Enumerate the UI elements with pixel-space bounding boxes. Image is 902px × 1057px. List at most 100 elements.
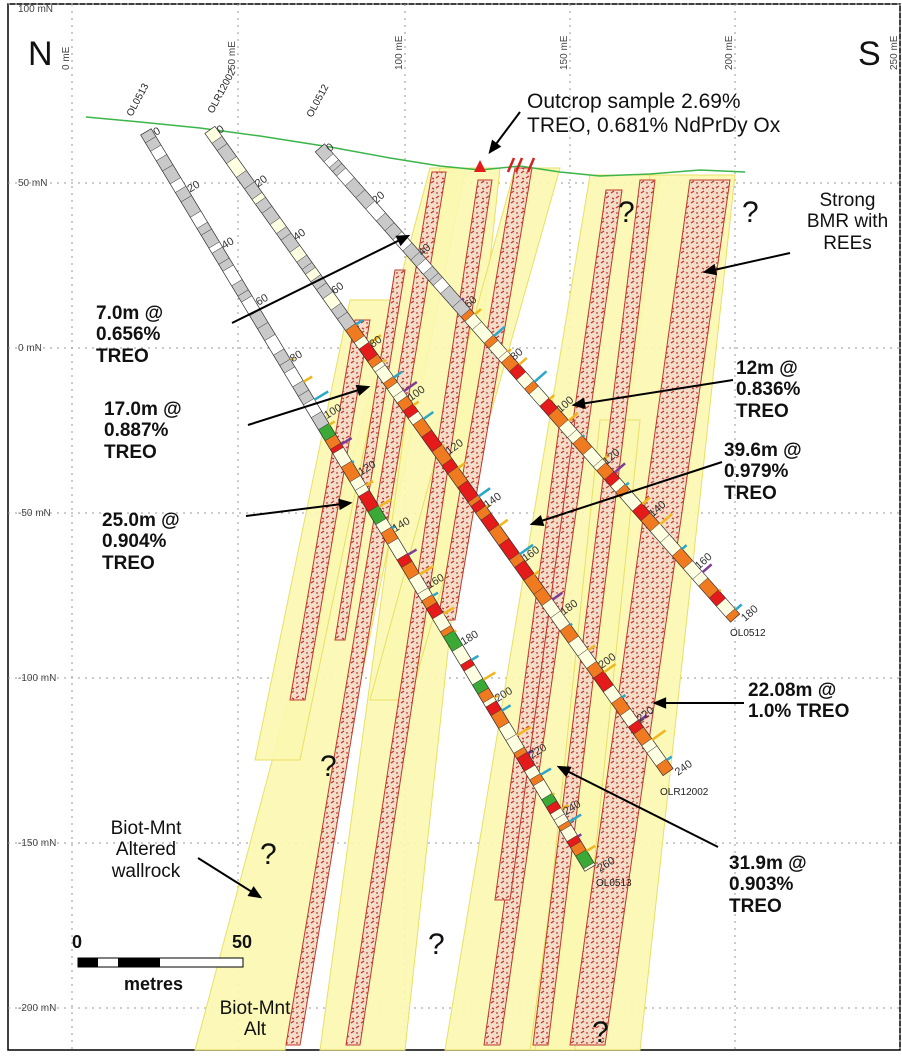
x-axis-label: 200 mE (724, 35, 735, 70)
question-mark: ? (592, 1016, 609, 1049)
x-axis-label: 50 mE (227, 41, 238, 70)
leader-arrow (231, 235, 409, 324)
assay-bar (533, 569, 541, 576)
assay-bar (569, 622, 573, 626)
assay-bar (519, 543, 534, 556)
assay-bar (432, 591, 439, 597)
depth-label: 40 (291, 227, 308, 244)
assay-bar (602, 453, 611, 461)
assay-bar (303, 375, 313, 383)
assay-bar (659, 512, 674, 526)
drill-hole (204, 125, 674, 777)
bmr-dyke (569, 179, 731, 1046)
drill-hole (140, 128, 596, 872)
outcrop-red-dykes (506, 157, 536, 173)
assay-bar (351, 460, 355, 464)
question-mark: ? (320, 750, 337, 783)
bmr-dyke (345, 179, 493, 1046)
assay-bar (378, 498, 392, 508)
assay-bar (527, 749, 534, 755)
bmr-dyke (334, 269, 406, 641)
assay-bar (340, 436, 353, 446)
assay-bar (355, 318, 364, 326)
assay-bar (403, 380, 418, 393)
assay-bar (651, 729, 667, 741)
depth-label: 20 (253, 173, 270, 190)
depth-label: 60 (329, 280, 346, 297)
outcrop-annotation: Outcrop sample 2.69% TREO, 0.681% NdPrDy … (527, 90, 781, 137)
hole-name-bottom: OL0512 (730, 628, 766, 639)
assay-bar (641, 496, 651, 505)
assay-bar (482, 671, 497, 681)
assay-bar (313, 390, 329, 401)
leader-arrow (573, 379, 734, 406)
assay-bar (518, 357, 528, 366)
drill-holes (140, 125, 743, 872)
depth-label: 80 (288, 348, 305, 365)
x-axis-label: 150 mE (559, 35, 570, 70)
intercept-39-6m: 39.6m @0.979% TREO (724, 440, 802, 504)
grid-lines (8, 3, 901, 1050)
leader-arrow (247, 386, 369, 426)
intercept-31-9m: 31.9m @0.903% TREO (729, 853, 807, 917)
hole-name-bottom: OLR12002 (660, 787, 709, 798)
assay-bar (493, 325, 506, 338)
y-axis-label: 50 mN (18, 178, 47, 189)
assay-bar (681, 544, 688, 550)
leader-arrow (197, 857, 261, 898)
arrow-head (556, 765, 572, 778)
assay-bar (493, 694, 499, 699)
intercept-22-08m: 22.08m @1.0% TREO (748, 680, 850, 723)
arrow-head (529, 515, 545, 527)
arrow-head (702, 263, 718, 276)
bmr-dyke (289, 319, 371, 701)
assay-bar (365, 480, 374, 487)
y-axis-label: -100 mN (18, 673, 56, 684)
question-mark: ? (428, 928, 445, 961)
topographic-surface (85, 116, 746, 177)
hole-name-bottom: OL0513 (596, 878, 632, 889)
depth-label: 20 (186, 179, 203, 196)
assay-bar (666, 755, 673, 762)
assay-bar (474, 308, 482, 316)
outcrop-sample-marker (474, 160, 486, 172)
assay-bar (290, 357, 295, 362)
intercept-7m: 7.0m @0.656% TREO (96, 303, 164, 367)
assay-bar (470, 654, 480, 662)
assay-bar (734, 603, 743, 611)
arrow-head (395, 234, 411, 247)
scale-bar-end: 50 (232, 932, 253, 952)
y-axis-label: -150 mN (18, 838, 56, 849)
x-axis-label: 0 mE (61, 46, 72, 70)
assay-bar (442, 606, 455, 615)
arrow-head (247, 886, 263, 899)
assay-bar (621, 694, 627, 699)
intercept-17m: 17.0m @0.887% TREO (104, 399, 182, 463)
assay-bar (391, 524, 397, 530)
leader-arrow (704, 252, 791, 273)
scale-bar-unit: metres (124, 974, 184, 994)
x-axis-label: 100 mE (394, 35, 405, 70)
assay-bar (393, 370, 403, 379)
assay-bar (624, 481, 630, 487)
y-axis-label: -50 mN (18, 508, 51, 519)
north-label: N (28, 35, 53, 73)
assay-bar (441, 443, 446, 447)
assay-bar (407, 548, 418, 556)
assay-bar (501, 704, 512, 712)
drill-hole (314, 143, 743, 623)
scale-bar (77, 957, 244, 968)
assay-bar (507, 348, 512, 353)
depth-label: 80 (367, 334, 384, 351)
assay-bar (485, 503, 491, 508)
leader-arrow (558, 766, 719, 848)
interval-block (656, 758, 674, 776)
x-axis-label: 250 mE (889, 35, 900, 70)
assay-bar (551, 792, 555, 796)
assay-bar (461, 297, 465, 302)
assay-bar (587, 644, 596, 652)
question-mark: ? (618, 196, 635, 229)
arrow-head (338, 498, 353, 511)
